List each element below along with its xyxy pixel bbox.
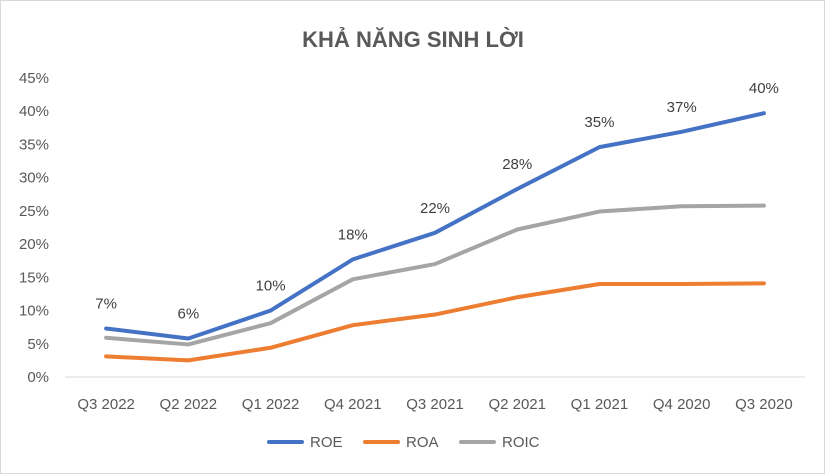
x-axis-labels: Q3 2022 Q2 2022 Q1 2022 Q4 2021 Q3 2021 Q2 20… [77, 396, 792, 413]
x-tick-label: Q3 2021 [406, 396, 464, 413]
y-tick-label: 20% [19, 236, 49, 253]
x-tick-label: Q2 2021 [488, 396, 546, 413]
series-line-roa [104, 281, 766, 363]
series-line-roic [104, 203, 766, 347]
y-tick-label: 30% [19, 170, 49, 187]
legend-label-roe: ROE [310, 434, 343, 451]
y-tick-label: 35% [19, 136, 49, 153]
data-label: 22% [420, 200, 450, 217]
data-label: 18% [338, 226, 368, 243]
y-tick-label: 10% [19, 303, 49, 320]
legend-label-roa: ROA [406, 434, 439, 451]
data-label: 28% [502, 156, 532, 173]
chart-title: KHẢ NĂNG SINH LỜI [302, 27, 524, 52]
x-tick-label: Q3 2020 [735, 396, 793, 413]
data-label: 7% [95, 295, 117, 312]
y-tick-label: 40% [19, 103, 49, 120]
x-tick-label: Q3 2022 [77, 396, 135, 413]
data-label: 10% [256, 278, 286, 295]
series-layer [104, 111, 766, 363]
data-label: 37% [667, 99, 697, 116]
x-tick-label: Q4 2020 [653, 396, 711, 413]
y-tick-label: 25% [19, 203, 49, 220]
data-label: 6% [177, 305, 199, 322]
data-labels: 7% 6% 10% 18% 22% 28% 35% 37% 40% [95, 80, 779, 322]
y-tick-label: 15% [19, 269, 49, 286]
legend-label-roic: ROIC [502, 434, 540, 451]
series-line-roe [104, 111, 766, 341]
x-tick-label: Q1 2022 [242, 396, 300, 413]
y-axis-labels: 0% 5% 10% 15% 20% 25% 30% 35% 40% 45% [19, 70, 49, 386]
x-tick-label: Q2 2022 [160, 396, 218, 413]
y-tick-label: 0% [27, 369, 49, 386]
y-tick-label: 5% [27, 336, 49, 353]
legend: ROE ROA ROIC [267, 434, 540, 451]
data-label: 35% [584, 114, 614, 131]
x-tick-label: Q4 2021 [324, 396, 382, 413]
x-tick-label: Q1 2021 [571, 396, 629, 413]
data-label: 40% [749, 80, 779, 97]
y-tick-label: 45% [19, 70, 49, 87]
